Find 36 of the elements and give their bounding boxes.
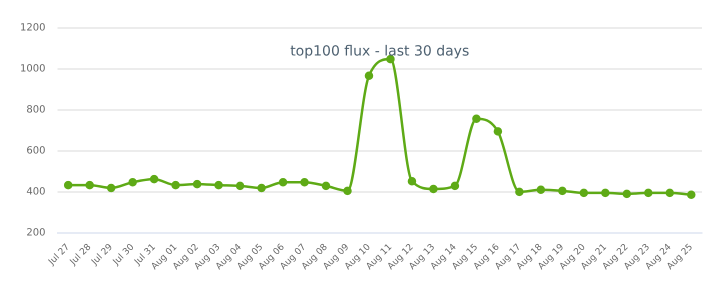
point: [214, 180, 223, 190]
point: [343, 186, 352, 196]
point: [236, 182, 244, 190]
point: [64, 180, 72, 190]
point: [364, 71, 374, 80]
point: [429, 184, 438, 194]
point: [171, 180, 180, 190]
point: [257, 184, 266, 192]
point: [536, 186, 546, 194]
point: [472, 114, 481, 123]
point: [322, 182, 330, 190]
point: [106, 184, 116, 192]
point: [687, 190, 696, 199]
y-tick-label: 800: [26, 104, 46, 116]
point: [622, 190, 632, 198]
point: [408, 176, 416, 186]
point: [601, 188, 610, 198]
y-tick-label: 1200: [20, 22, 46, 34]
point: [150, 174, 158, 184]
point: [128, 178, 137, 186]
y-tick-label: 600: [26, 145, 46, 156]
point: [192, 180, 202, 188]
point: [558, 186, 567, 196]
point: [666, 188, 674, 198]
point: [580, 188, 588, 198]
point: [644, 188, 653, 198]
text: top100 flux - last 30 days: [290, 44, 470, 60]
y-tick-label: 200: [26, 227, 46, 238]
y-tick-label: 400: [26, 186, 46, 198]
point: [515, 188, 524, 196]
point: [494, 127, 502, 136]
point: [300, 178, 309, 186]
point: [450, 182, 460, 190]
y-tick-label: 1000: [20, 64, 46, 75]
point: [85, 180, 94, 190]
point: [278, 178, 288, 186]
